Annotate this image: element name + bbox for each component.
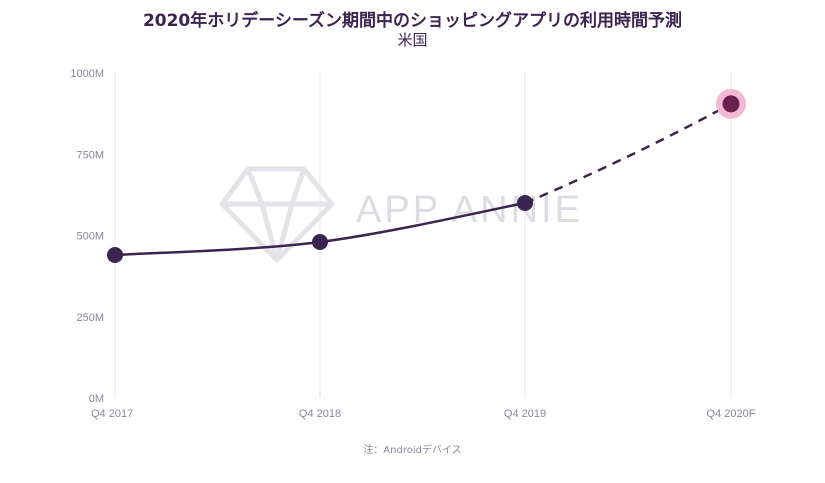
y-tick-label: 250M (76, 312, 104, 324)
data-point (517, 195, 533, 211)
diamond-logo-icon (219, 166, 335, 263)
y-tick-label: 500M (76, 231, 104, 243)
y-tick-label: 0M (89, 393, 104, 405)
data-point (107, 247, 123, 263)
gridlines (114, 73, 732, 398)
forecast-data-point (722, 95, 740, 113)
x-axis-ticks: Q4 2017 Q4 2018 Q4 2019 Q4 2020F (91, 408, 756, 420)
footnote: 注：Androidデバイス (363, 445, 462, 456)
x-tick-label: Q4 2018 (299, 408, 341, 420)
y-tick-label: 1000M (70, 68, 104, 80)
series-lines (114, 102, 732, 257)
forecast-line (524, 102, 732, 205)
x-tick-label: Q4 2020F (707, 408, 756, 420)
watermark-text: APP ANNIE (356, 189, 583, 231)
x-tick-label: Q4 2019 (504, 408, 546, 420)
x-tick-label: Q4 2017 (91, 408, 133, 420)
y-tick-label: 750M (76, 149, 104, 161)
chart-title: 2020年ホリデーシーズン期間中のショッピングアプリの利用時間予測 (142, 11, 683, 31)
y-axis-ticks: 0M 250M 500M 750M 1000M (70, 68, 104, 405)
series-points (107, 88, 746, 263)
chart-subtitle: 米国 (397, 31, 428, 49)
data-point (312, 234, 328, 250)
